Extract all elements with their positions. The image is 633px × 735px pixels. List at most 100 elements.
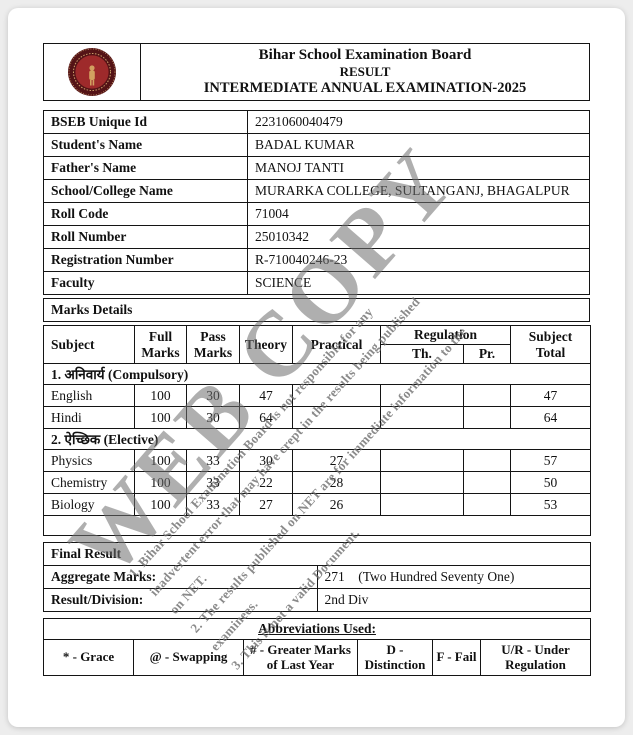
theory-marks: 64 [239,406,293,429]
marks-row-biology: Biology 100 33 27 26 53 [43,493,592,516]
marks-row-chemistry: Chemistry 100 33 22 28 50 [43,471,592,494]
col-header-regulation-th: Th. [380,344,464,364]
info-value: BADAL KUMAR [247,133,590,157]
abbrev-grace: * - Grace [43,639,134,676]
col-header-pass-marks: Pass Marks [186,325,240,364]
regulation-th [380,406,464,429]
theory-marks: 22 [239,471,293,494]
info-label: Faculty [43,271,248,295]
result-division-label: Result/Division: [43,588,318,612]
pass-marks: 33 [186,449,240,472]
marks-header-row-1: Subject Full Marks Pass Marks Theory Pra… [43,325,592,364]
subject-total: 57 [510,449,592,472]
full-marks: 100 [134,406,187,429]
board-name: Bihar School Examination Board [258,47,472,63]
info-value: 71004 [247,202,590,226]
abbrev-distinction: D - Distinction [357,639,433,676]
aggregate-marks-value: 271 (Two Hundred Seventy One) [316,565,591,589]
info-label: Student's Name [43,133,248,157]
info-label: BSEB Unique Id [43,110,248,134]
aggregate-marks-label: Aggregate Marks: [43,565,318,589]
subject-name: Chemistry [43,471,135,494]
result-division-row: Result/Division: 2nd Div [43,588,591,612]
result-document: Bihar School Examination Board RESULT IN… [42,43,592,676]
col-header-practical: Practical [292,325,381,364]
empty-cell [42,515,592,536]
abbreviations-title: Abbreviations Used: [42,618,592,640]
info-value: MURARKA COLLEGE, SULTANGANJ, BHAGALPUR [247,179,590,203]
section-compulsory: 1. अनिवार्य (Compulsory) [42,363,592,385]
marks-spacer-row [42,515,592,536]
full-marks: 100 [134,384,187,407]
info-row-school-name: School/College Name MURARKA COLLEGE, SUL… [43,179,590,203]
section-elective: 2. ऐच्छिक (Elective) [42,428,592,450]
regulation-th [380,449,464,472]
practical-marks: 26 [292,493,381,516]
subject-total: 53 [510,493,592,516]
practical-marks [292,384,381,407]
header-box: Bihar School Examination Board RESULT IN… [43,43,590,101]
section-compulsory-label: 1. अनिवार्य (Compulsory) [42,363,592,385]
logo-cell [43,43,141,101]
result-card: Bihar School Examination Board RESULT IN… [8,8,625,727]
regulation-th [380,493,464,516]
col-header-subject: Subject [43,325,135,364]
col-header-full-marks: Full Marks [134,325,187,364]
subject-name: Hindi [43,406,135,429]
final-result-table: Final Result Aggregate Marks: 271 (Two H… [43,542,591,612]
subject-name: English [43,384,135,407]
info-value: MANOJ TANTI [247,156,590,180]
abbrev-fail: F - Fail [432,639,481,676]
regulation-pr [462,449,512,472]
abbrev-swapping: @ - Swapping [133,639,244,676]
info-value: 2231060040479 [247,110,590,134]
info-label: Roll Code [43,202,248,226]
abbrev-greater-marks: # - Greater Marks of Last Year [243,639,358,676]
abbreviations-table: Abbreviations Used: * - Grace @ - Swappi… [42,618,592,676]
info-row-student-name: Student's Name BADAL KUMAR [43,133,590,157]
final-result-label: Final Result [43,542,591,566]
bseb-seal-icon [68,48,116,96]
result-heading: RESULT [339,64,391,79]
section-elective-label: 2. ऐच्छिक (Elective) [42,428,592,450]
practical-marks: 28 [292,471,381,494]
exam-heading: INTERMEDIATE ANNUAL EXAMINATION-2025 [203,80,527,96]
regulation-pr [462,471,512,494]
pass-marks: 30 [186,406,240,429]
pass-marks: 33 [186,471,240,494]
subject-total: 50 [510,471,592,494]
col-header-theory: Theory [239,325,293,364]
col-header-regulation: Regulation [379,325,512,345]
regulation-pr [462,384,512,407]
info-row-roll-number: Roll Number 25010342 [43,225,590,249]
info-row-roll-code: Roll Code 71004 [43,202,590,226]
marks-details-label: Marks Details [43,298,590,322]
col-header-regulation-pr: Pr. [462,344,512,364]
marks-row-hindi: Hindi 100 30 64 64 [43,406,592,429]
info-row-unique-id: BSEB Unique Id 2231060040479 [43,110,590,134]
info-label: Father's Name [43,156,248,180]
practical-marks: 27 [292,449,381,472]
subject-total: 64 [510,406,592,429]
marks-row-english: English 100 30 47 47 [43,384,592,407]
theory-marks: 47 [239,384,293,407]
marks-details-band: Marks Details [43,298,590,322]
marks-row-physics: Physics 100 33 30 27 57 [43,449,592,472]
practical-marks [292,406,381,429]
header-title-cell: Bihar School Examination Board RESULT IN… [140,43,590,101]
info-label: School/College Name [43,179,248,203]
candidate-info-table: BSEB Unique Id 2231060040479 Student's N… [43,110,590,295]
full-marks: 100 [134,449,187,472]
regulation-pr [462,493,512,516]
info-value: 25010342 [247,225,590,249]
marks-table: Subject Full Marks Pass Marks Theory Pra… [42,325,592,536]
subject-total: 47 [510,384,592,407]
regulation-pr [462,406,512,429]
info-label: Registration Number [43,248,248,272]
info-value: SCIENCE [247,271,590,295]
theory-marks: 27 [239,493,293,516]
abbreviations-title-row: Abbreviations Used: [42,618,592,640]
info-label: Roll Number [43,225,248,249]
full-marks: 100 [134,493,187,516]
full-marks: 100 [134,471,187,494]
